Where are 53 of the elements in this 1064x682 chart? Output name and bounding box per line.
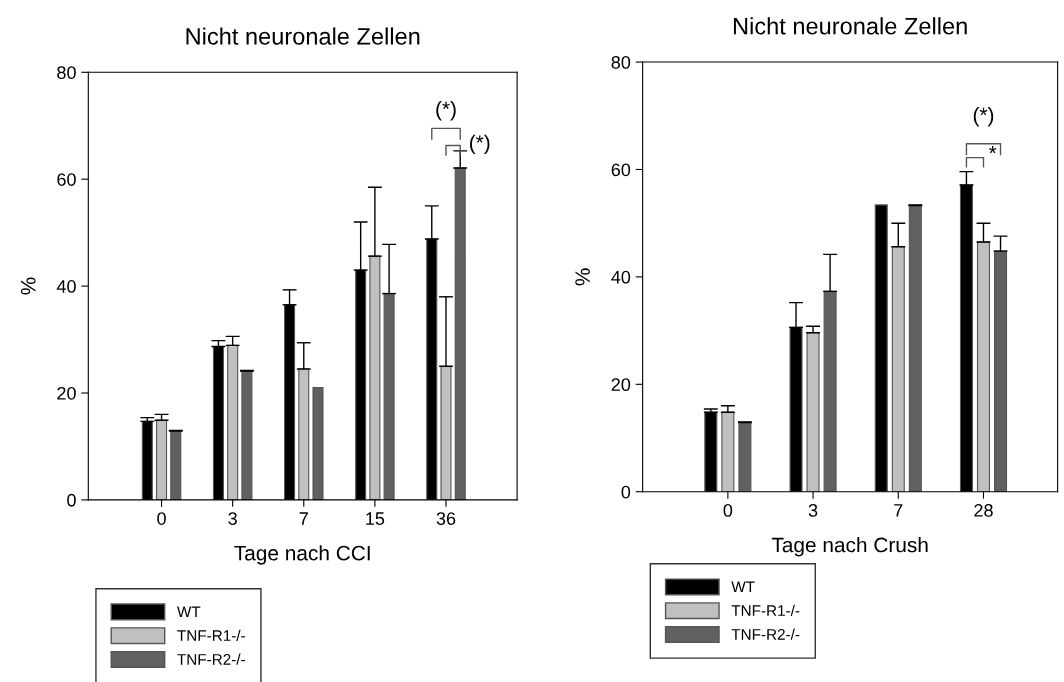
x-axis-title: Tage nach CCI	[234, 545, 370, 565]
x-tick-label: 15	[366, 512, 385, 525]
bar	[440, 365, 452, 500]
y-tick-label: 60	[611, 163, 631, 177]
bar	[227, 344, 239, 500]
legend-label: WT	[731, 581, 755, 593]
y-tick-label: 80	[57, 66, 76, 80]
y-tick-label: 80	[611, 56, 631, 69]
bar	[170, 430, 182, 500]
y-tick-label: 40	[611, 270, 631, 284]
chart-title: Nicht neuronale Zellen	[186, 27, 420, 45]
x-tick-label: 0	[723, 504, 733, 517]
y-tick-label: 20	[57, 386, 76, 400]
legend-label: TNF-R2-/-	[731, 628, 800, 640]
bar	[721, 411, 735, 492]
bar	[806, 332, 820, 492]
legend-label: TNF-R1-/-	[177, 629, 245, 641]
bar	[454, 167, 466, 500]
bar	[383, 293, 395, 500]
x-tick-label: 36	[436, 512, 456, 525]
legend-label: TNF-R2-/-	[177, 653, 245, 665]
annotation: (*)	[436, 100, 456, 121]
y-tick-label: 20	[611, 378, 631, 392]
x-tick-label: 28	[974, 504, 993, 517]
x-tick-label: 0	[157, 512, 166, 525]
bar	[994, 250, 1008, 492]
annotation: *	[988, 145, 997, 154]
bar	[908, 204, 922, 492]
chart-title: Nicht neuronale Zellen	[733, 17, 967, 35]
bar	[312, 387, 324, 500]
x-tick-label: 7	[299, 512, 308, 525]
y-tick-label: 40	[56, 280, 76, 293]
x-tick-label: 3	[228, 512, 237, 525]
bar	[369, 255, 381, 500]
annotation: (*)	[973, 107, 994, 127]
x-axis-title: Tage nach Crush	[771, 537, 928, 557]
legend-label: TNF-R1-/-	[731, 604, 800, 617]
x-tick-label: 7	[894, 504, 903, 517]
annotation: (*)	[470, 134, 490, 155]
y-tick-label: 60	[57, 173, 76, 186]
bar	[156, 419, 168, 500]
y-axis-title: %	[575, 268, 590, 286]
bar	[823, 290, 837, 492]
x-tick-label: 3	[808, 504, 818, 517]
bar	[976, 241, 991, 492]
bar	[241, 370, 253, 500]
y-tick-label: 0	[67, 493, 76, 507]
y-axis-title: %	[20, 277, 36, 295]
y-tick-label: 0	[621, 485, 631, 499]
bar	[738, 421, 752, 492]
bar	[298, 368, 310, 500]
bar	[891, 246, 905, 492]
legend-label: WT	[176, 606, 201, 618]
